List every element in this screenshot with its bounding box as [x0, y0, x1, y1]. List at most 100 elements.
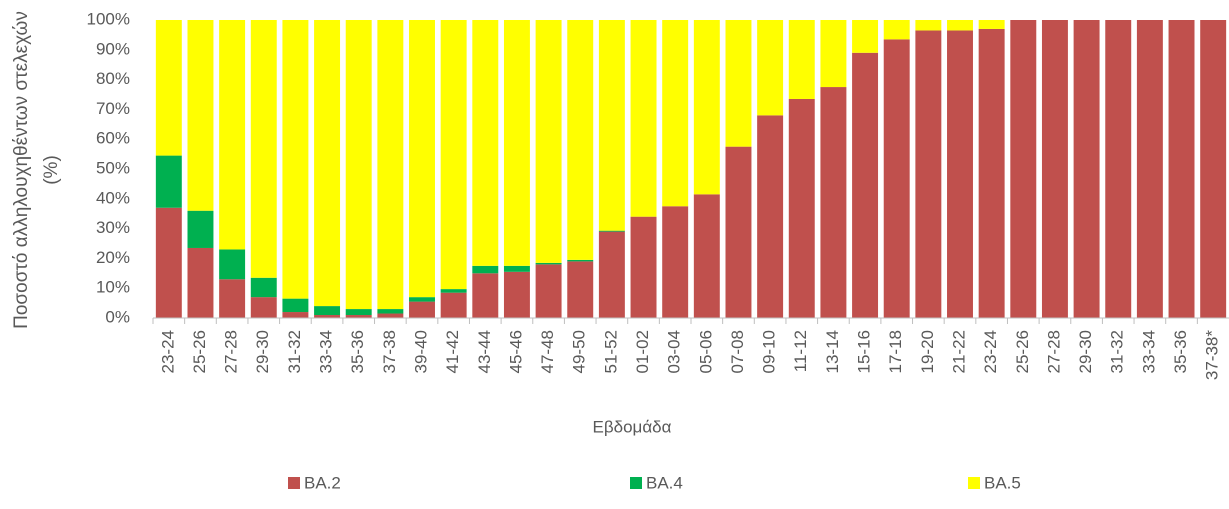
y-tick-label: 60% [96, 129, 130, 148]
bar-segment [1136, 20, 1163, 318]
x-tick-label: 29-30 [1076, 330, 1095, 373]
bar-segment [978, 20, 1005, 29]
x-tick-label: 31-32 [285, 330, 304, 373]
x-tick-label: 19-20 [918, 330, 937, 373]
bar-segment [725, 20, 752, 147]
x-tick-label: 41-42 [443, 330, 462, 373]
x-tick-label: 05-06 [696, 330, 715, 373]
y-tick-label: 40% [96, 188, 130, 207]
bar-segment [535, 262, 562, 265]
y-axis-title: (%) [41, 155, 62, 185]
y-tick-label: 100% [87, 9, 130, 28]
bar-segment [503, 271, 530, 318]
bar-segment [250, 20, 277, 278]
bar-segment [345, 315, 372, 318]
bar-segment [883, 20, 910, 40]
x-tick-label: 07-08 [728, 330, 747, 373]
x-tick-label: 45-46 [506, 330, 525, 373]
bar-segment [377, 313, 404, 318]
x-tick-label: 27-28 [222, 330, 241, 373]
bar-segment [1010, 20, 1037, 318]
x-tick-label: 49-50 [570, 330, 589, 373]
bar-segment [345, 20, 372, 310]
x-tick-label: 29-30 [253, 330, 272, 373]
x-tick-label: 23-24 [158, 330, 177, 373]
x-tick-label: 39-40 [411, 330, 430, 373]
bar-segment [440, 20, 467, 290]
bar-segment [693, 20, 720, 195]
bar-segment [409, 20, 435, 298]
bar-segment [630, 216, 657, 318]
bar-segment [440, 289, 467, 293]
bar-segment [757, 20, 784, 116]
bar-segment [662, 20, 689, 207]
bar-segment [472, 273, 499, 318]
x-tick-label: 31-32 [1108, 330, 1127, 373]
legend-label: BA.2 [304, 473, 341, 492]
bar-segment [409, 301, 435, 318]
bar-segment [598, 230, 625, 232]
legend-swatch [630, 477, 642, 489]
bar-segment [472, 265, 499, 274]
x-tick-label: 15-16 [855, 330, 874, 373]
legend-swatch [288, 477, 300, 489]
bar-segment [503, 265, 530, 272]
bar-segment [915, 20, 942, 31]
bar-segment [725, 146, 752, 318]
legend-label: BA.4 [646, 473, 683, 492]
x-tick-label: 47-48 [538, 330, 557, 373]
y-axis-title: Ποσοστό αλληλουχηθέντων στελεχών [11, 11, 32, 329]
x-axis-title: Εβδομάδα [593, 417, 672, 436]
bar-segment [978, 28, 1005, 318]
y-tick-label: 70% [96, 99, 130, 118]
x-tick-label: 33-34 [317, 330, 336, 373]
bar-segment [250, 277, 277, 298]
bar-segment [947, 20, 973, 31]
bar-segment [377, 309, 404, 314]
x-tick-label: 23-24 [981, 330, 1000, 373]
bar-segment [757, 115, 784, 318]
x-tick-label: 37-38 [380, 330, 399, 373]
bar-segment [187, 210, 214, 248]
legend-label: BA.5 [984, 473, 1021, 492]
bar-segment [947, 30, 973, 319]
bar-segment [440, 292, 467, 318]
bar-segment [630, 20, 657, 217]
y-tick-label: 50% [96, 158, 130, 177]
bar-segment [282, 312, 309, 318]
bar-segment [852, 52, 879, 318]
x-tick-label: 13-14 [823, 330, 842, 373]
bar-segment [598, 231, 625, 318]
bar-segment [788, 20, 815, 99]
x-tick-label: 11-12 [791, 330, 810, 372]
bar-segment [820, 87, 847, 318]
y-tick-label: 10% [96, 278, 130, 297]
x-tick-label: 03-04 [665, 330, 684, 373]
bar-segment [662, 206, 689, 318]
bar-segment [219, 249, 246, 280]
x-tick-label: 25-26 [190, 330, 209, 373]
x-tick-label: 25-26 [1013, 330, 1032, 373]
bar-segment [187, 247, 214, 318]
bar-segment [219, 279, 246, 318]
bar-segment [1041, 20, 1068, 318]
bar-segment [915, 30, 942, 319]
y-tick-label: 90% [96, 39, 130, 58]
bar-segment [250, 297, 277, 318]
x-tick-label: 43-44 [475, 330, 494, 373]
y-tick-label: 30% [96, 218, 130, 237]
bar-segment [155, 20, 182, 156]
x-tick-label: 33-34 [1139, 330, 1158, 373]
legend-swatch [968, 477, 980, 489]
bar-segment [282, 298, 309, 313]
bar-segment [219, 20, 246, 250]
bar-segment [187, 20, 214, 211]
bar-segment [535, 20, 562, 263]
bar-segment [155, 207, 182, 318]
bar-segment [567, 261, 594, 318]
bar-segment [567, 259, 594, 262]
x-tick-label: 35-36 [348, 330, 367, 373]
bar-segment [409, 297, 435, 302]
x-tick-label: 01-02 [633, 330, 652, 373]
